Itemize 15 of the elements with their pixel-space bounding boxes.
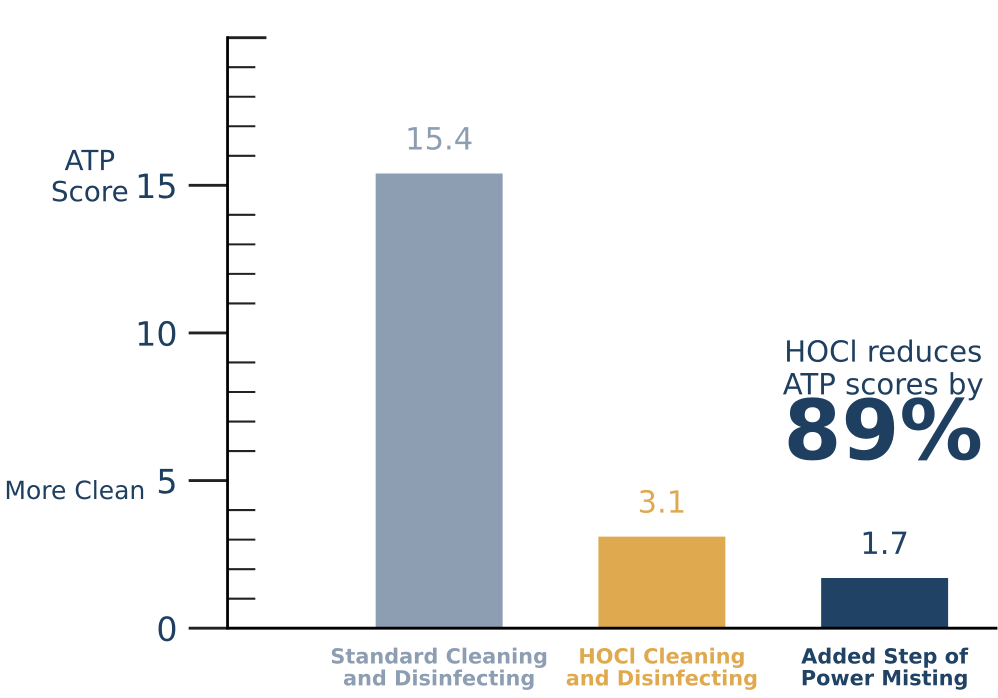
x-tick-label: Added Step of Power Misting [801,648,968,690]
y-axis-title: ATP Score [52,150,128,202]
y-tick-label: 5 [158,468,175,494]
y-tick-label: 15 [138,174,175,198]
bar [376,174,503,628]
text: More Clean [6,480,144,500]
x-tick-label: Standard Cleaning and Disinfecting [332,648,546,690]
y-tick-label: 10 [138,320,176,346]
data-label: 1.7 [864,532,906,554]
y-tick-label: 0 [158,616,176,642]
data-label: 15.4 [408,127,472,150]
data-label: 3.1 [640,490,684,514]
x-tick-label: HOCl Cleaning and Disinfecting [566,648,756,690]
bar [821,578,948,628]
bar [598,536,726,628]
